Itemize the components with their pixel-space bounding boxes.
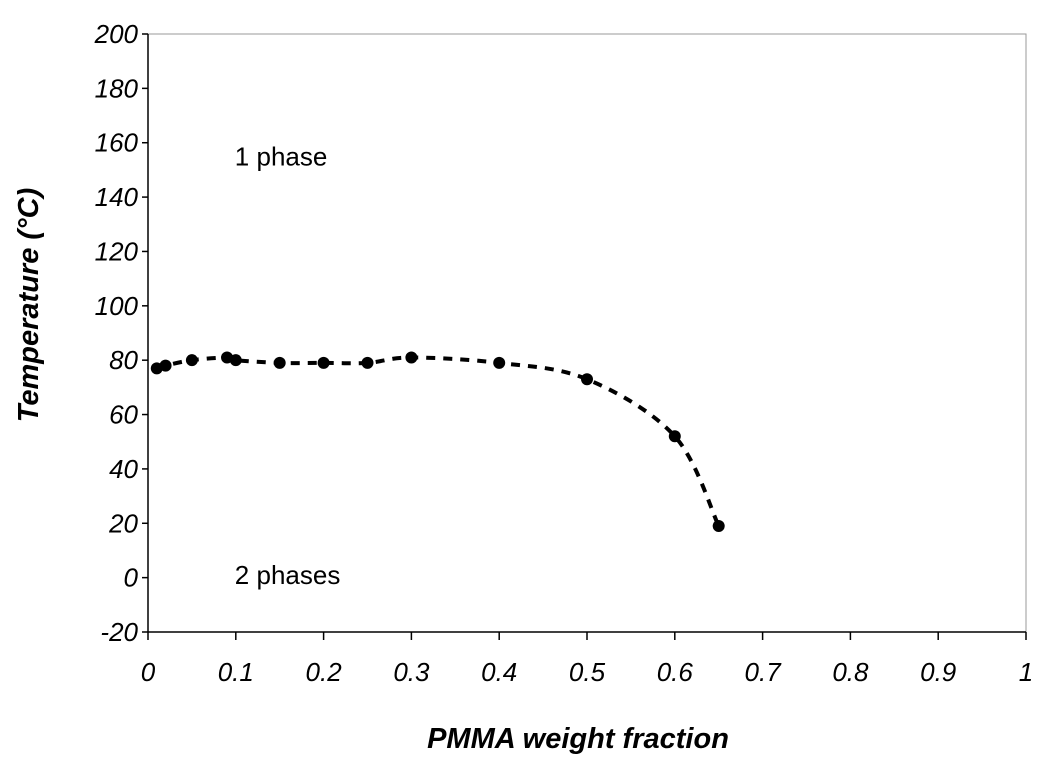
y-tick-label: 0	[124, 563, 139, 593]
data-point	[159, 359, 172, 372]
x-tick-label: 0.5	[569, 657, 606, 687]
y-tick-label: -20	[100, 617, 138, 647]
data-point	[712, 519, 725, 532]
y-tick-label: 120	[95, 236, 139, 266]
annotation-layer: 1 phase 2 phases	[235, 141, 341, 590]
data-point	[405, 351, 418, 364]
y-tick-label: 160	[95, 128, 139, 158]
y-tick-label: 140	[95, 182, 139, 212]
x-tick-label: 0.2	[306, 657, 343, 687]
x-tick-label: 0.6	[657, 657, 694, 687]
x-tick-label: 0.7	[745, 657, 783, 687]
data-point	[493, 356, 506, 369]
y-axis-title: Temperature (°C)	[13, 188, 45, 423]
y-tick-label: 100	[95, 291, 139, 321]
x-tick-label: 0.8	[832, 657, 869, 687]
y-tick-label: 60	[109, 400, 138, 430]
data-points-layer	[150, 351, 725, 532]
data-point	[273, 356, 286, 369]
x-tick-label: 0.3	[393, 657, 430, 687]
x-tick-label: 0.1	[218, 657, 254, 687]
data-point	[668, 430, 681, 443]
y-tick-label: 180	[95, 73, 139, 103]
x-tick-label: 0.4	[481, 657, 517, 687]
x-tick-label: 1	[1019, 657, 1033, 687]
region-label: 2 phases	[235, 560, 341, 590]
x-axis: 0 0.1 0.2 0.3 0.4 0.5 0.6 0.7 0.8 0.9 1	[141, 631, 1033, 687]
x-axis-title: PMMA weight fraction	[427, 723, 729, 755]
y-tick-label: 80	[109, 345, 138, 375]
data-point	[317, 356, 330, 369]
y-tick-label: 200	[94, 19, 139, 49]
plot-area	[147, 33, 1027, 633]
region-label: 1 phase	[235, 141, 328, 171]
data-point	[361, 356, 374, 369]
y-tick-label: 20	[108, 508, 138, 538]
y-axis: -20 0 20 40 60 80 100 120 140 160 180 200	[94, 19, 149, 647]
y-tick-label: 40	[109, 454, 138, 484]
data-point	[229, 354, 242, 367]
data-point	[185, 354, 198, 367]
x-tick-label: 0	[141, 657, 156, 687]
x-tick-label: 0.9	[920, 657, 956, 687]
data-point	[581, 373, 593, 386]
